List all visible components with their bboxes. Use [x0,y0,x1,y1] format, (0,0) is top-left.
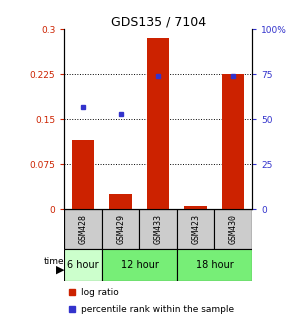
Text: 18 hour: 18 hour [196,260,233,270]
Bar [102,209,139,249]
Text: log ratio: log ratio [81,287,119,297]
Text: ▶: ▶ [56,265,64,275]
Bar [177,249,252,281]
Title: GDS135 / 7104: GDS135 / 7104 [111,15,206,28]
Bar [222,74,244,209]
Bar [102,249,177,281]
Text: GSM429: GSM429 [116,214,125,244]
Bar [110,194,132,209]
Text: GSM428: GSM428 [79,214,88,244]
Bar [64,249,102,281]
Text: GSM423: GSM423 [191,214,200,244]
Text: GSM433: GSM433 [154,214,163,244]
Bar [72,140,94,209]
Bar [185,206,207,209]
Bar [147,38,169,209]
Bar [214,209,252,249]
Text: time: time [44,257,64,266]
Text: percentile rank within the sample: percentile rank within the sample [81,305,234,314]
Text: 6 hour: 6 hour [67,260,99,270]
Bar [177,209,214,249]
Bar [139,209,177,249]
Bar [64,209,102,249]
Text: 12 hour: 12 hour [120,260,159,270]
Text: GSM430: GSM430 [229,214,238,244]
